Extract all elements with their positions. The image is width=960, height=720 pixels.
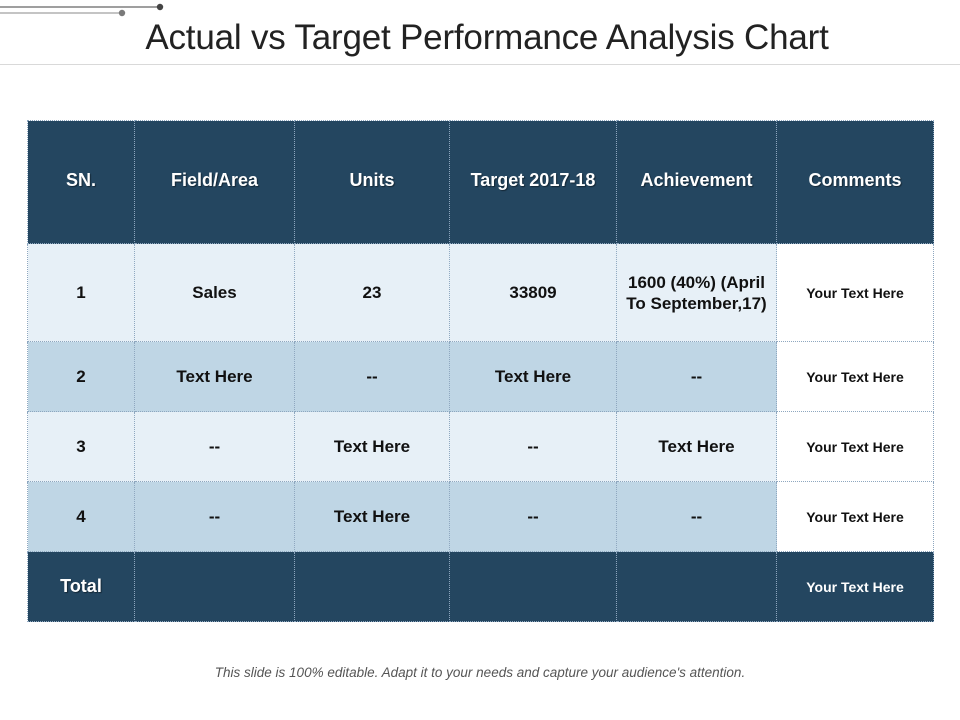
cell-comment: Your Text Here <box>776 481 934 552</box>
page-title: Actual vs Target Performance Analysis Ch… <box>145 18 829 57</box>
table-total-row: Total Your Text Here <box>27 551 934 622</box>
total-label: Total <box>27 551 135 622</box>
table-row: 4 -- Text Here -- -- Your Text Here <box>27 481 934 552</box>
cell-achievement: -- <box>616 341 777 412</box>
title-divider <box>0 64 960 65</box>
cell-field-area: Text Here <box>134 341 295 412</box>
cell-field-area: Sales <box>134 243 295 342</box>
table-row: 3 -- Text Here -- Text Here Your Text He… <box>27 411 934 482</box>
cell-comment: Your Text Here <box>776 341 934 412</box>
header-units: Units <box>294 120 450 244</box>
cell-comment: Your Text Here <box>776 243 934 342</box>
performance-table: SN. Field/Area Units Target 2017-18 Achi… <box>27 120 934 622</box>
cell-sn: 4 <box>27 481 135 552</box>
total-achievement <box>616 551 777 622</box>
cell-sn: 1 <box>27 243 135 342</box>
table-header-row: SN. Field/Area Units Target 2017-18 Achi… <box>27 120 934 244</box>
cell-field-area: -- <box>134 481 295 552</box>
footer-note: This slide is 100% editable. Adapt it to… <box>214 665 746 680</box>
cell-field-area: -- <box>134 411 295 482</box>
cell-units: Text Here <box>294 481 450 552</box>
table-row: 1 Sales 23 33809 1600 (40%) (April To Se… <box>27 243 934 342</box>
table-row: 2 Text Here -- Text Here -- Your Text He… <box>27 341 934 412</box>
cell-achievement: 1600 (40%) (April To September,17) <box>616 243 777 342</box>
total-target <box>449 551 617 622</box>
cell-target: -- <box>449 481 617 552</box>
cell-units: -- <box>294 341 450 412</box>
cell-sn: 2 <box>27 341 135 412</box>
cell-sn: 3 <box>27 411 135 482</box>
cell-target: 33809 <box>449 243 617 342</box>
connector-decoration-icon <box>0 3 164 17</box>
header-target: Target 2017-18 <box>449 120 617 244</box>
cell-target: Text Here <box>449 341 617 412</box>
total-field-area <box>134 551 295 622</box>
cell-units: 23 <box>294 243 450 342</box>
total-units <box>294 551 450 622</box>
header-sn: SN. <box>27 120 135 244</box>
total-comment: Your Text Here <box>776 551 934 622</box>
header-achievement: Achievement <box>616 120 777 244</box>
cell-achievement: -- <box>616 481 777 552</box>
header-comments: Comments <box>776 120 934 244</box>
cell-target: -- <box>449 411 617 482</box>
header-field-area: Field/Area <box>134 120 295 244</box>
cell-achievement: Text Here <box>616 411 777 482</box>
cell-comment: Your Text Here <box>776 411 934 482</box>
cell-units: Text Here <box>294 411 450 482</box>
